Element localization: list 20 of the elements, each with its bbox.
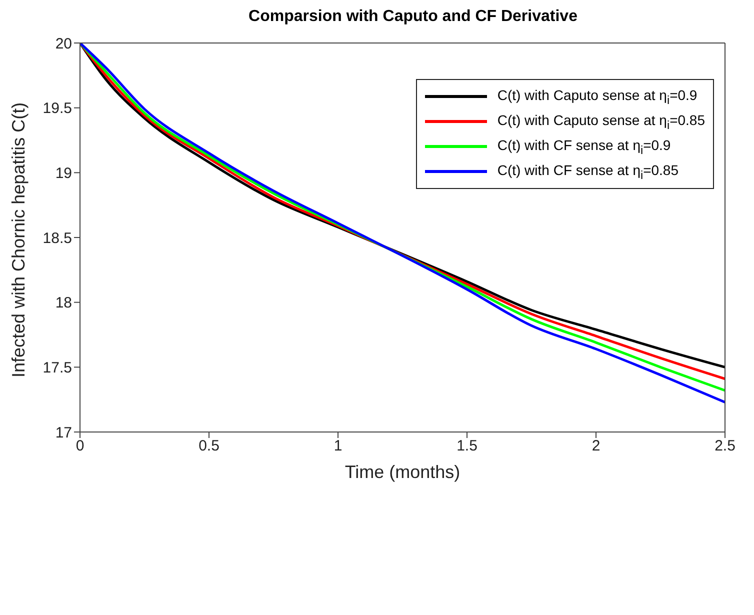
chart-title: Comparsion with Caputo and CF Derivative [248, 8, 578, 27]
legend-label: C(t) with CF sense at η$_{i}$=0.9 [497, 136, 671, 156]
x-tick-label: 2.5 [714, 438, 736, 455]
legend-label: C(t) with Caputo sense at η$_{i}$=0.9 [497, 86, 698, 106]
y-axis-title: Infected with Chornic hepatitis C(t) [8, 102, 28, 378]
legend-label: C(t) with Caputo sense at η$_{i}$=0.85 [497, 112, 705, 132]
x-tick-label: 2 [592, 438, 600, 455]
y-tick-label: 20 [55, 35, 72, 52]
y-tick-label: 19 [55, 164, 72, 182]
legend-label: C(t) with CF sense at η$_{i}$=0.85 [497, 162, 679, 182]
y-tick-label: 17 [55, 424, 72, 442]
x-tick-label: 1.5 [456, 438, 478, 455]
y-tick-label: 18.5 [42, 230, 72, 247]
x-axis-title: Time (months) [344, 462, 460, 482]
x-tick-label: 1 [334, 438, 342, 455]
y-tick-label: 17.5 [42, 359, 72, 376]
x-tick-label: 0.5 [198, 438, 220, 455]
y-tick-label: 19.5 [42, 100, 72, 118]
x-tick-label: 0 [76, 438, 84, 455]
y-tick-label: 18 [55, 294, 72, 312]
